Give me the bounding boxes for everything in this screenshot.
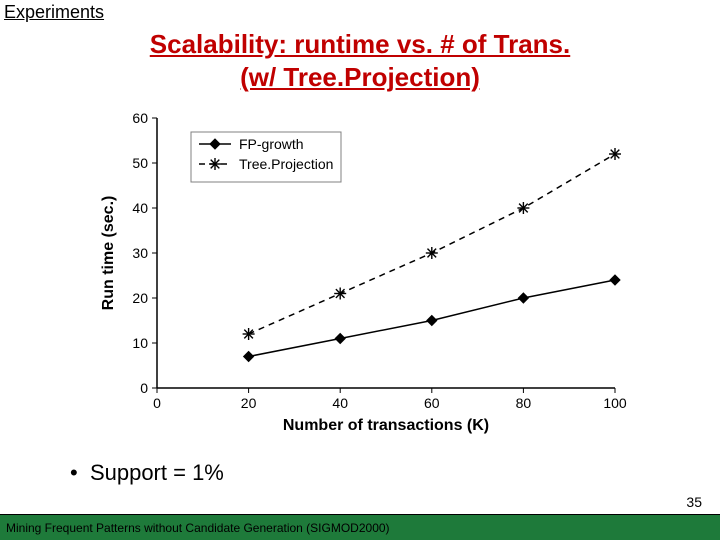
footer-bar: Mining Frequent Patterns without Candida… <box>0 514 720 540</box>
section-label: Experiments <box>4 2 104 23</box>
svg-text:Number of transactions (K): Number of transactions (K) <box>283 417 489 434</box>
footer-text: Mining Frequent Patterns without Candida… <box>6 521 390 535</box>
svg-text:100: 100 <box>603 395 627 411</box>
svg-text:Run time (sec.): Run time (sec.) <box>100 196 117 311</box>
svg-text:Tree.Projection: Tree.Projection <box>239 156 333 172</box>
svg-text:80: 80 <box>516 395 532 411</box>
title-line-1: Scalability: runtime vs. # of Trans. <box>150 29 570 59</box>
svg-text:30: 30 <box>132 245 148 261</box>
bullet-text: Support = 1% <box>90 460 224 485</box>
svg-text:0: 0 <box>153 395 161 411</box>
svg-text:FP-growth: FP-growth <box>239 136 304 152</box>
page-number: 35 <box>686 494 702 510</box>
svg-text:20: 20 <box>132 290 148 306</box>
slide-title: Scalability: runtime vs. # of Trans. (w/… <box>0 28 720 93</box>
svg-text:20: 20 <box>241 395 257 411</box>
svg-text:10: 10 <box>132 335 148 351</box>
bullet-support: • Support = 1% <box>70 460 224 486</box>
svg-text:0: 0 <box>140 380 148 396</box>
svg-text:40: 40 <box>132 200 148 216</box>
svg-text:60: 60 <box>132 110 148 126</box>
svg-text:60: 60 <box>424 395 440 411</box>
title-line-2: (w/ Tree.Projection) <box>240 62 480 92</box>
svg-text:50: 50 <box>132 155 148 171</box>
runtime-chart: 0 10 20 30 40 50 60 0 20 40 60 80 100 Number of trans… <box>95 108 635 438</box>
svg-text:40: 40 <box>332 395 348 411</box>
